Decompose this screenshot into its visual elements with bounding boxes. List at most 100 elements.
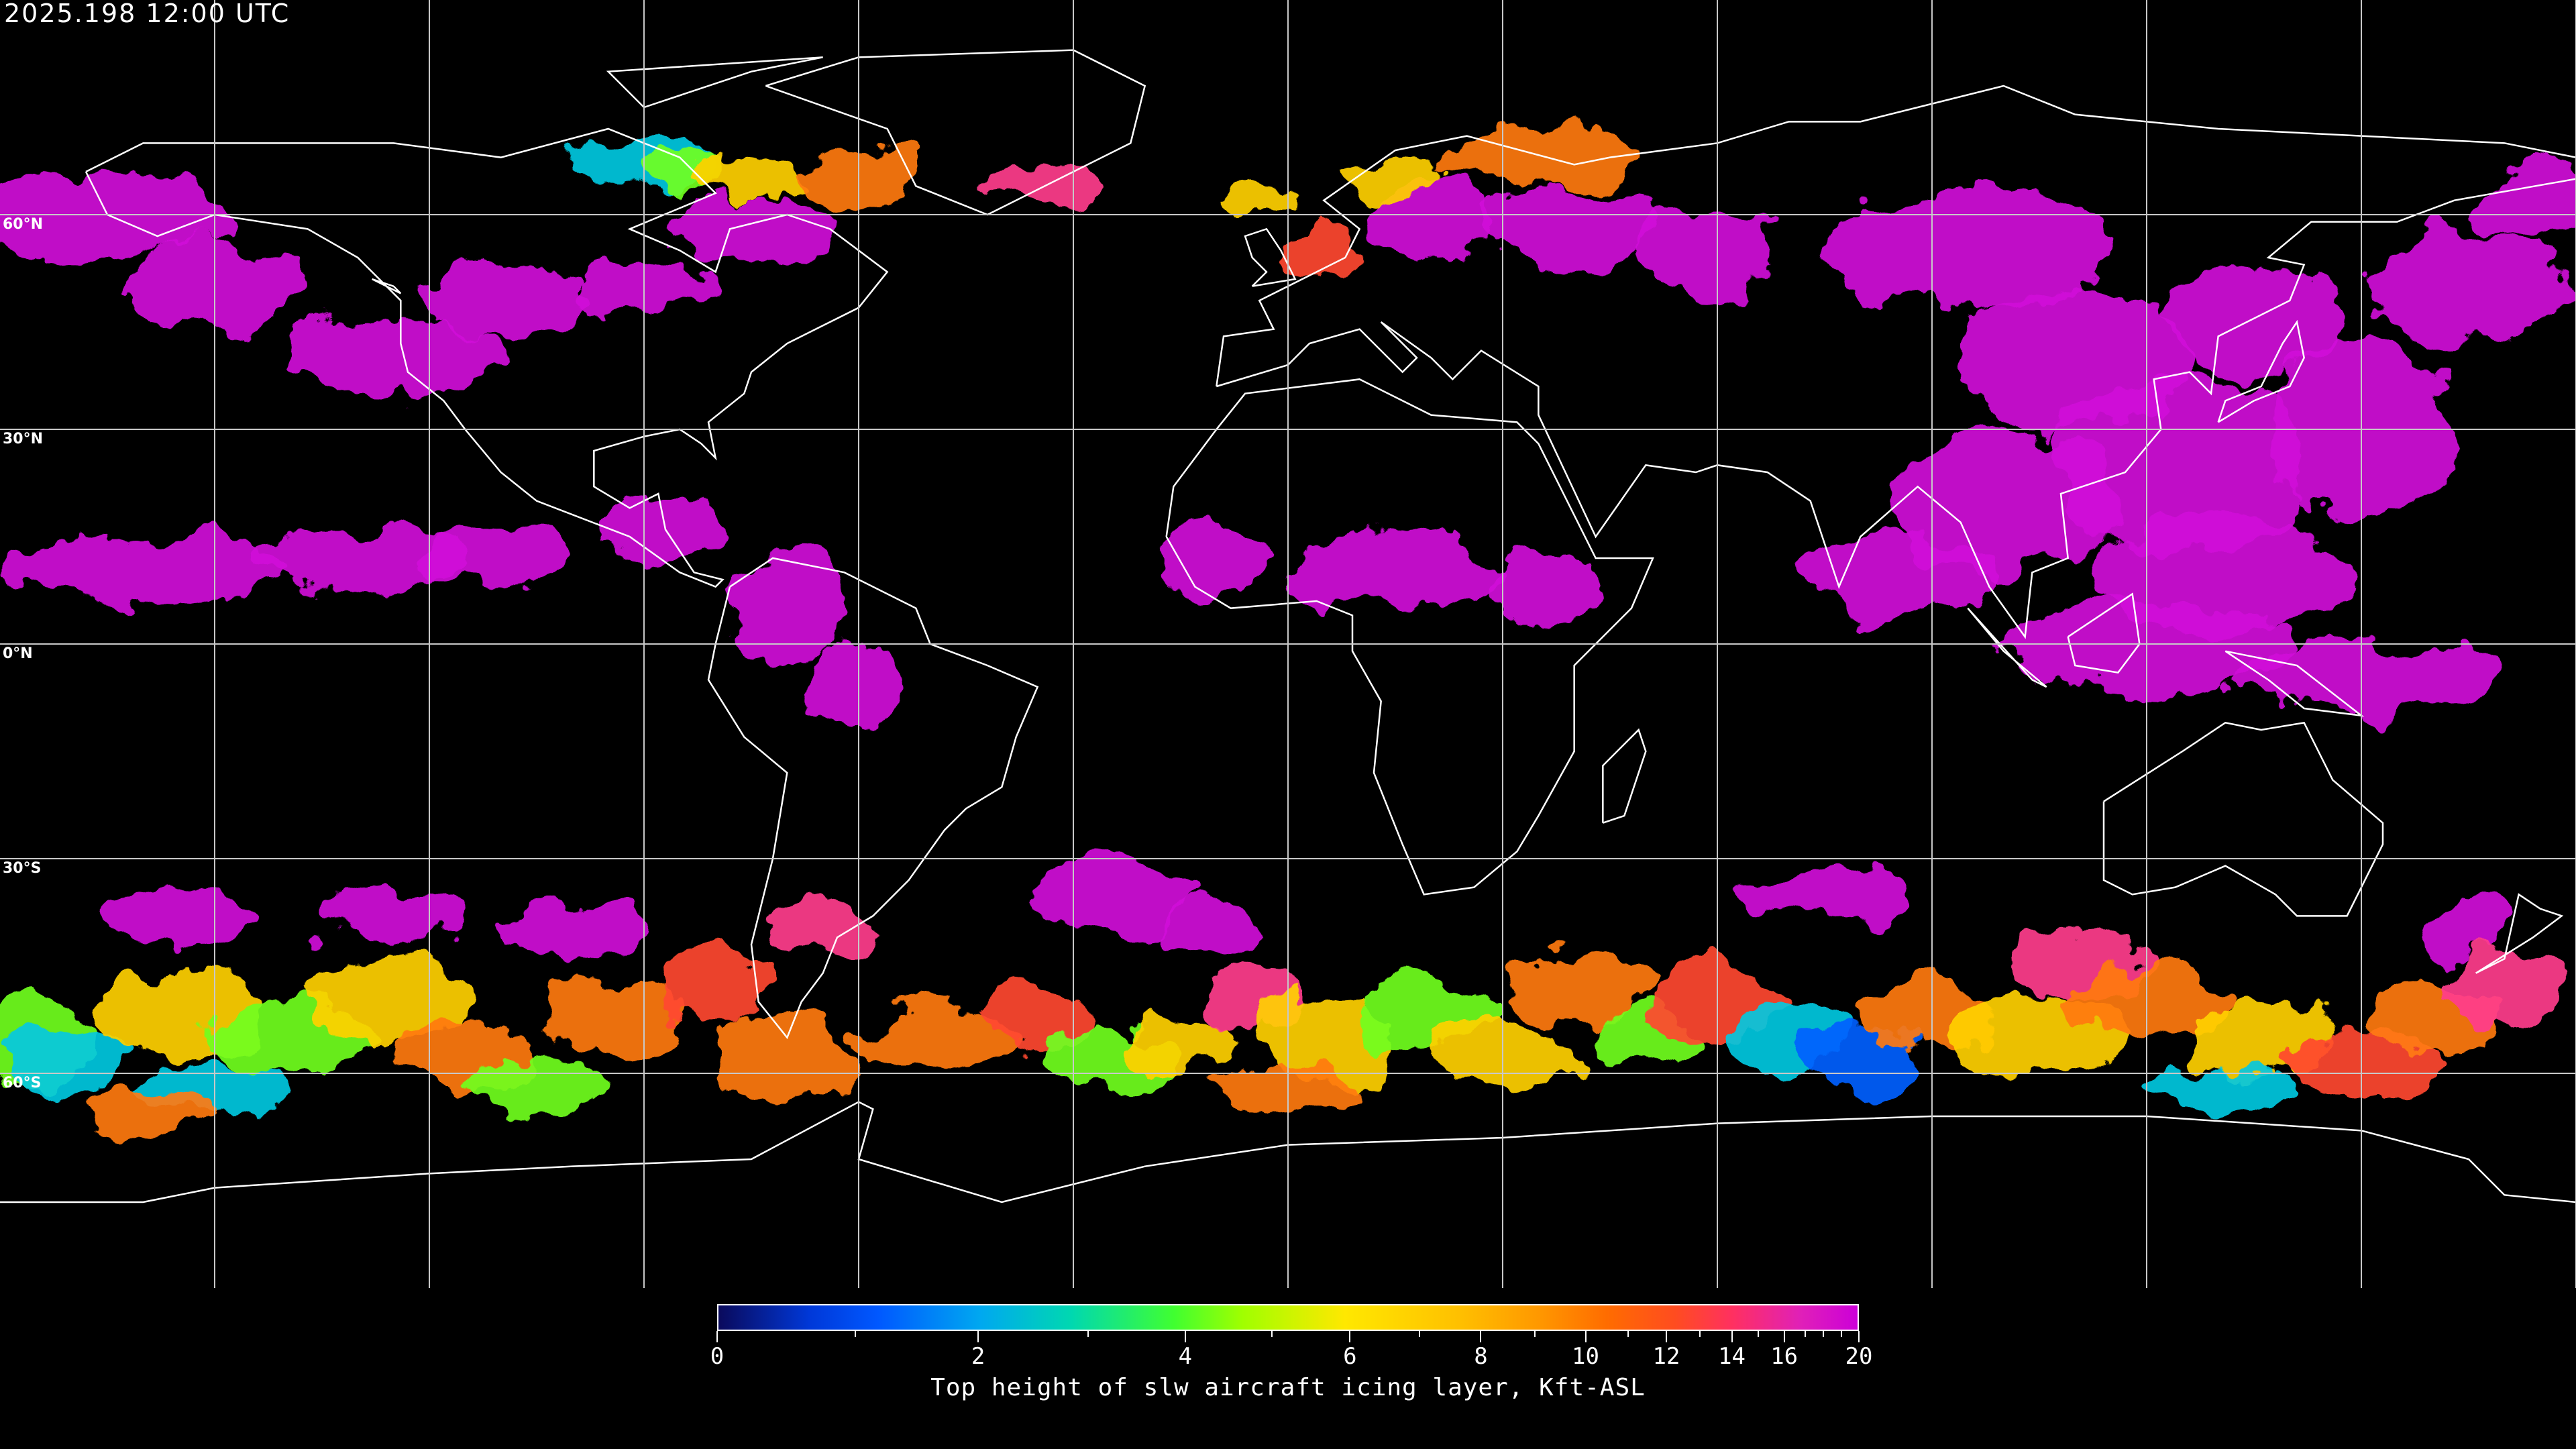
coastline (2102, 721, 2384, 917)
icing-cell (307, 887, 480, 945)
icing-cell (1825, 193, 2111, 308)
coastline (1165, 378, 1654, 896)
lat-label-equator: 0°N (3, 645, 33, 662)
icing-cell (429, 529, 573, 587)
minor-tick (854, 1331, 856, 1337)
icing-cell (859, 1002, 1002, 1073)
icing-cell (2089, 515, 2347, 630)
coastline (1216, 85, 2576, 387)
coastline (2217, 319, 2305, 423)
icing-cell (500, 902, 644, 959)
minor-tick (1271, 1331, 1273, 1337)
minor-tick (1823, 1331, 1825, 1337)
icing-cell (1159, 902, 1274, 959)
icing-cell (279, 321, 508, 394)
minor-tick (1758, 1331, 1760, 1337)
icing-cell (2426, 902, 2512, 959)
major-tick (1585, 1331, 1587, 1342)
graticule (0, 0, 2576, 1288)
coastline (1967, 607, 2047, 688)
icing-cell (2469, 164, 2576, 236)
major-tick (1783, 1331, 1785, 1342)
coastline (2224, 650, 2365, 717)
icing-cell (2147, 1066, 2290, 1110)
tick-label: 2 (971, 1343, 985, 1370)
tick-label: 8 (1474, 1343, 1488, 1370)
major-tick (1858, 1331, 1860, 1342)
tick-label: 10 (1572, 1343, 1600, 1370)
icing-cell (765, 902, 880, 959)
icing-cell (1503, 951, 1646, 1024)
icing-cell (2447, 951, 2562, 1024)
major-tick (1666, 1331, 1668, 1342)
minor-tick (1805, 1331, 1806, 1337)
icing-cell (980, 987, 1095, 1045)
icing-cell (307, 959, 480, 1045)
timestamp: 2025.198 12:00 UTC (4, 0, 290, 28)
coastline (372, 278, 402, 294)
lat-label-30s: 30°S (3, 860, 42, 877)
major-tick (1184, 1331, 1186, 1342)
colorbar-title: Top height of slw aircraft icing layer, … (930, 1374, 1646, 1401)
world-map (0, 0, 2576, 1288)
icing-cell (0, 537, 286, 608)
coastline (2475, 893, 2564, 974)
icing-cell (665, 200, 837, 258)
coastline (606, 56, 823, 109)
icing-cell (1224, 178, 1281, 222)
tick-label: 20 (1845, 1343, 1873, 1370)
coastline (1602, 728, 1647, 824)
minor-tick (1627, 1331, 1629, 1337)
tick-label: 16 (1770, 1343, 1799, 1370)
major-tick (977, 1331, 979, 1342)
icing-cell (2168, 264, 2340, 380)
icing-cell (1474, 186, 1675, 272)
icing-cell (1281, 221, 1367, 280)
icing-cell (2053, 379, 2312, 551)
icing-cell (715, 1016, 859, 1102)
icing-cell (601, 494, 716, 566)
tick-label: 12 (1652, 1343, 1680, 1370)
colorbar-ticks: 0 2 4 6 8 10 12 14 16 20 (710, 1331, 1872, 1385)
major-tick (1731, 1331, 1733, 1342)
icing-cell (1481, 551, 1596, 623)
icing-cell (1123, 1016, 1238, 1074)
minor-tick (1841, 1331, 1843, 1337)
tick-label: 0 (710, 1343, 724, 1370)
icing-cell (258, 529, 458, 587)
major-tick (1480, 1331, 1482, 1342)
tick-label: 6 (1343, 1343, 1357, 1370)
icing-cell (415, 264, 587, 337)
colorbar (717, 1304, 1859, 1331)
lat-label-60n: 60°N (3, 216, 44, 233)
lat-label-30n: 30°N (3, 431, 44, 447)
coastline (1244, 227, 1297, 287)
icing-cell (107, 887, 251, 945)
icing-cell (1338, 157, 1453, 201)
minor-tick (1699, 1331, 1701, 1337)
minor-tick (1534, 1331, 1536, 1337)
icing-cell (71, 1087, 215, 1131)
icing-cell (1438, 129, 1639, 186)
major-tick (716, 1331, 718, 1342)
icing-cell (1295, 537, 1496, 608)
icing-cell (980, 164, 1095, 208)
minor-tick (1087, 1331, 1089, 1337)
tick-label: 4 (1178, 1343, 1193, 1370)
coastline (1216, 178, 2576, 639)
icing-cell (2182, 1002, 2326, 1073)
minor-tick (1418, 1331, 1420, 1337)
lat-label-60s: 60°S (3, 1075, 42, 1091)
icing-cell (1159, 529, 1274, 587)
icing-cell (1739, 865, 1911, 924)
major-tick (1349, 1331, 1351, 1342)
coastline (765, 49, 1146, 216)
icing-cell (658, 945, 773, 1030)
icing-cell (1023, 859, 1195, 930)
icing-cell (537, 980, 680, 1052)
tick-label: 14 (1718, 1343, 1746, 1370)
coastline (2067, 592, 2141, 674)
icing-cell (465, 1059, 608, 1117)
icing-cell (730, 551, 845, 666)
icing-cell (694, 157, 809, 201)
